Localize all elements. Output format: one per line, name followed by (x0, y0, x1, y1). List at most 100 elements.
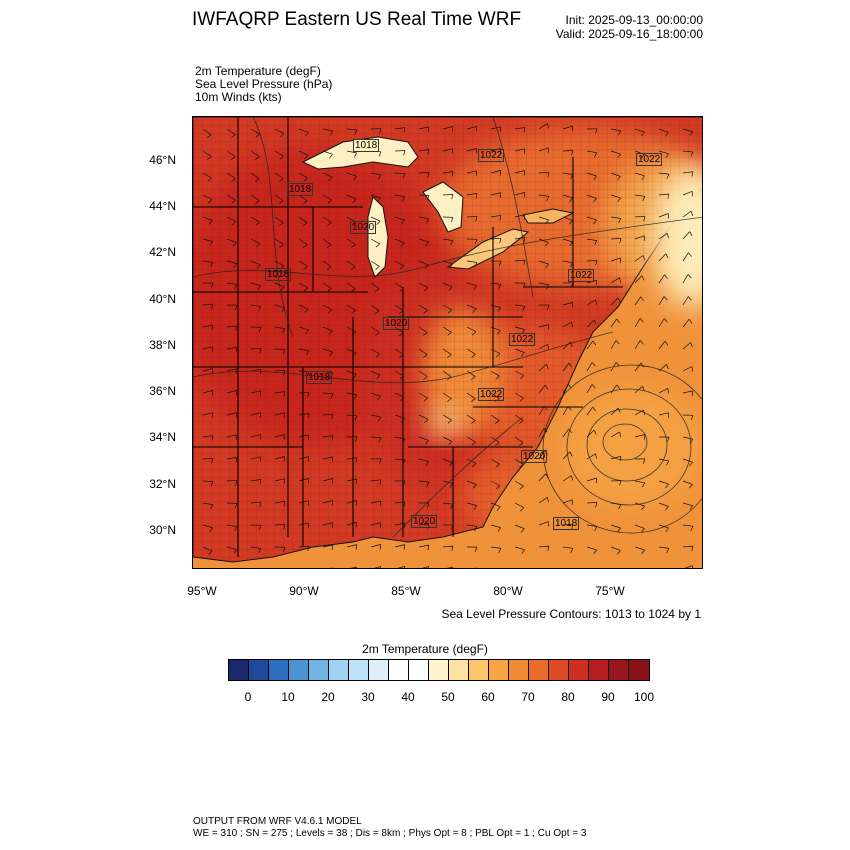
wind-barb-flag (375, 243, 380, 248)
colorbar-cell (229, 660, 249, 680)
wind-barb (346, 172, 357, 177)
wind-barb (466, 193, 477, 196)
wind-barb (250, 216, 260, 223)
wind-barb-flag (278, 222, 284, 226)
wind-barb (442, 414, 452, 421)
wind-barb (586, 384, 593, 394)
wind-barb (634, 480, 645, 484)
wind-barb-flag (688, 296, 692, 301)
wind-barb (322, 326, 333, 332)
wind-barb-flag (594, 152, 598, 158)
wind-barb-flag (306, 350, 310, 356)
wind-barb-flag (498, 284, 502, 290)
wind-barb-flag (689, 131, 693, 136)
wind-barbs (202, 123, 694, 568)
colorbar-cell (549, 660, 569, 680)
wind-barb (370, 392, 381, 397)
wind-barb (490, 326, 501, 331)
wind-barb-flag (592, 406, 596, 412)
wind-barb-flag (305, 329, 309, 335)
wind-barb (682, 318, 690, 328)
colorbar-cell (509, 660, 529, 680)
wind-barb (250, 238, 261, 244)
wind-barb (562, 302, 573, 306)
lat-label: 46°N (149, 153, 176, 167)
wind-barb (274, 434, 285, 438)
wind-barb (514, 304, 525, 307)
wind-barb-flag (471, 376, 476, 380)
wind-barb-flag (235, 347, 238, 353)
wind-barb-flag (595, 260, 598, 266)
wind-barb-flag (593, 429, 597, 435)
wind-barb-flag (617, 176, 621, 181)
wind-barb (682, 366, 693, 372)
wind-barb (682, 296, 689, 306)
wind-barb (346, 348, 357, 354)
wind-barb-flag (520, 528, 525, 533)
wind-barb-flag (210, 282, 214, 288)
wind-barb-flag (327, 199, 332, 204)
wind-barb (202, 324, 213, 328)
wind-barb (322, 392, 334, 394)
wind-barb-flag (210, 504, 214, 510)
wind-barb-flag (591, 384, 596, 389)
field-temperature: 2m Temperature (degF) (195, 64, 321, 78)
wind-barb-flag (376, 374, 381, 380)
wind-barb-flag (570, 174, 574, 180)
wind-barb-flag (211, 325, 214, 331)
wind-barb (202, 502, 213, 506)
wind-barb (538, 406, 545, 416)
cool-ocean-region (653, 167, 702, 307)
wind-barb-flag (426, 481, 430, 487)
colorbar-title: 2m Temperature (degF) (362, 642, 488, 656)
wind-barb-flag (667, 388, 669, 394)
wind-barb-flag (423, 310, 428, 314)
wind-barb (538, 216, 549, 221)
wind-barb-flag (617, 527, 621, 533)
wind-barb (202, 238, 213, 242)
wind-barb (394, 150, 406, 152)
wind-barb-flag (643, 410, 645, 416)
wind-barb (634, 524, 645, 529)
wind-barb (202, 435, 213, 438)
wind-barb-flag (473, 505, 477, 510)
wind-barb (634, 546, 645, 551)
wind-barb (538, 450, 545, 460)
wind-barb (250, 172, 260, 179)
wind-barb-flag (329, 130, 334, 136)
wind-barb-flag (615, 340, 620, 345)
wind-barb-flag (230, 156, 236, 160)
wind-barb (682, 436, 693, 440)
wind-barb-flag (545, 263, 549, 269)
wind-barb-flag (446, 354, 452, 358)
wind-barb (538, 521, 549, 526)
wind-barb (634, 215, 646, 218)
wind-barb (274, 478, 285, 482)
pressure-label: 1020 (350, 221, 377, 234)
wind-barb (466, 524, 477, 527)
wind-barb-flag (283, 391, 286, 397)
wind-barb (514, 148, 525, 152)
wind-barb (658, 150, 669, 155)
wind-barb (658, 340, 666, 350)
wind-barb (490, 524, 501, 528)
pressure-label: 1022 (478, 388, 505, 401)
wind-barb (202, 194, 213, 200)
colorbar-cell (589, 660, 609, 680)
wind-barb (322, 282, 332, 289)
wind-barb (610, 257, 621, 262)
wind-barb (538, 384, 546, 394)
wind-barb-flag (399, 354, 404, 358)
lon-label: 85°W (391, 584, 421, 598)
wind-barb (442, 238, 453, 241)
colorbar-tick: 20 (321, 690, 335, 704)
wind-barb (442, 348, 452, 355)
wind-barb-flag (399, 265, 405, 270)
wind-barb-flag (617, 550, 621, 555)
wind-barb-flag (303, 287, 309, 292)
wind-barb (562, 172, 573, 175)
wind-barb-flag (304, 155, 309, 160)
wind-barb-flag (231, 134, 236, 138)
wind-barb-flag (689, 461, 693, 467)
wind-barb-flag (379, 128, 382, 134)
